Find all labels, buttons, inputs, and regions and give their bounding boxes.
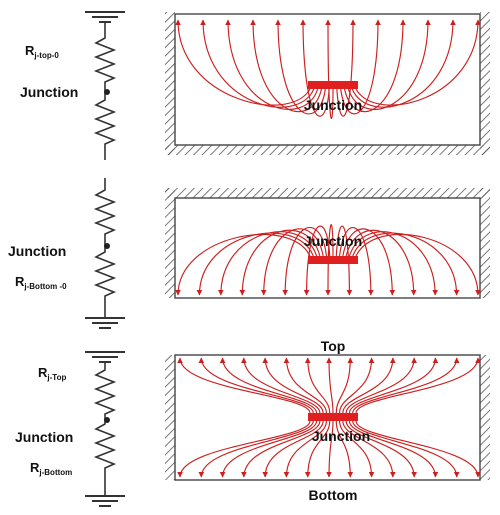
junction-node-dot [104,89,110,95]
heat-flow-line [335,420,354,478]
heat-flow-line [239,229,321,296]
heat-flow-line [300,19,330,117]
top-edge-label: Top [321,338,346,354]
heat-flow-line [175,19,311,106]
heat-flow-lines [175,224,481,296]
heat-flow-line [177,357,311,414]
heat-flow-line [325,224,334,296]
heat-flow-line [217,231,318,296]
heat-flow-line [240,357,321,414]
panel-top-grounded: Rj-top-0 Junction Junction [20,11,490,160]
heat-flow-line [355,420,481,478]
node-label: Junction [8,243,66,259]
heat-flow-lines [175,19,481,120]
ground-symbol [85,317,125,329]
junction-label: Junction [304,97,362,113]
resistor-label: Rj-Top [38,365,66,382]
resistor-label: Rj-Bottom [30,460,72,477]
panel-both-grounded: Rj-Top Junction Rj-Bottom Junction Top B… [15,338,490,507]
heat-flow-line [326,420,334,478]
heat-flow-line [326,357,334,414]
heat-flow-line [355,357,481,414]
bottom-edge-label: Bottom [309,487,358,503]
heat-flow-line [219,420,318,478]
heat-flow-line [336,19,356,117]
heat-flow-line [342,357,396,414]
spreader-box [165,12,490,155]
junction-heat-source [308,413,358,421]
heat-flow-line [283,357,328,414]
heat-flow-line [304,420,331,478]
heat-flow-line [177,420,311,478]
heat-flow-line [303,225,331,296]
ground-symbol [85,11,125,23]
heat-flow-line [338,420,375,478]
heat-flow-line [340,19,381,115]
resistor-label: Rj-Bottom -0 [15,274,67,291]
node-label: Junction [20,84,78,100]
heat-flow-line [355,233,481,296]
heat-flow-line [198,357,314,414]
heat-flow-line [282,226,327,296]
spreader-box [165,354,490,481]
heat-flow-line [240,420,321,478]
heat-flow-line [325,19,334,120]
heat-flow-line [345,357,418,414]
ground-symbol [85,351,125,363]
heat-flow-line [275,19,326,115]
heat-flow-line [262,357,324,414]
heat-flow-line [348,420,439,478]
heat-flow-line [219,357,318,414]
junction-label: Junction [304,233,362,249]
heat-flow-line [335,225,353,296]
panel-bottom-grounded: Junction Rj-Bottom -0 Junction [8,178,490,329]
heat-flow-line [200,19,315,108]
heat-flow-line [283,420,328,478]
heat-flow-line [342,228,396,296]
heat-flow-line [198,420,314,478]
heat-flow-line [348,357,439,414]
heat-flow-line [262,420,324,478]
ground-symbol [85,495,125,507]
heat-flow-line [260,228,324,296]
heat-flow-line [352,357,460,414]
heat-flow-line [304,357,331,414]
heat-flow-lines [177,357,481,478]
junction-label: Junction [312,428,370,444]
resistor-j-top-bottom [93,362,117,496]
heat-flow-line [250,19,323,113]
resistor-label: Rj-top-0 [25,43,59,60]
heat-flow-line [342,420,396,478]
heat-flow-line [347,19,431,110]
heat-flow-line [345,229,417,296]
heat-flow-line [355,19,481,106]
heat-flow-line [175,233,311,296]
heat-flow-line [196,232,314,296]
spreader-box [165,188,490,299]
heat-flow-line [352,232,460,296]
heat-flow-line [352,420,460,478]
heat-flow-line [345,420,418,478]
junction-node-dot [104,417,110,423]
heat-flow-line [338,357,375,414]
junction-heat-source [308,81,358,89]
junction-heat-source [308,256,358,264]
junction-node-dot [104,243,110,249]
heat-flow-line [335,357,354,414]
node-label: Junction [15,429,73,445]
heat-flow-line [351,19,456,108]
